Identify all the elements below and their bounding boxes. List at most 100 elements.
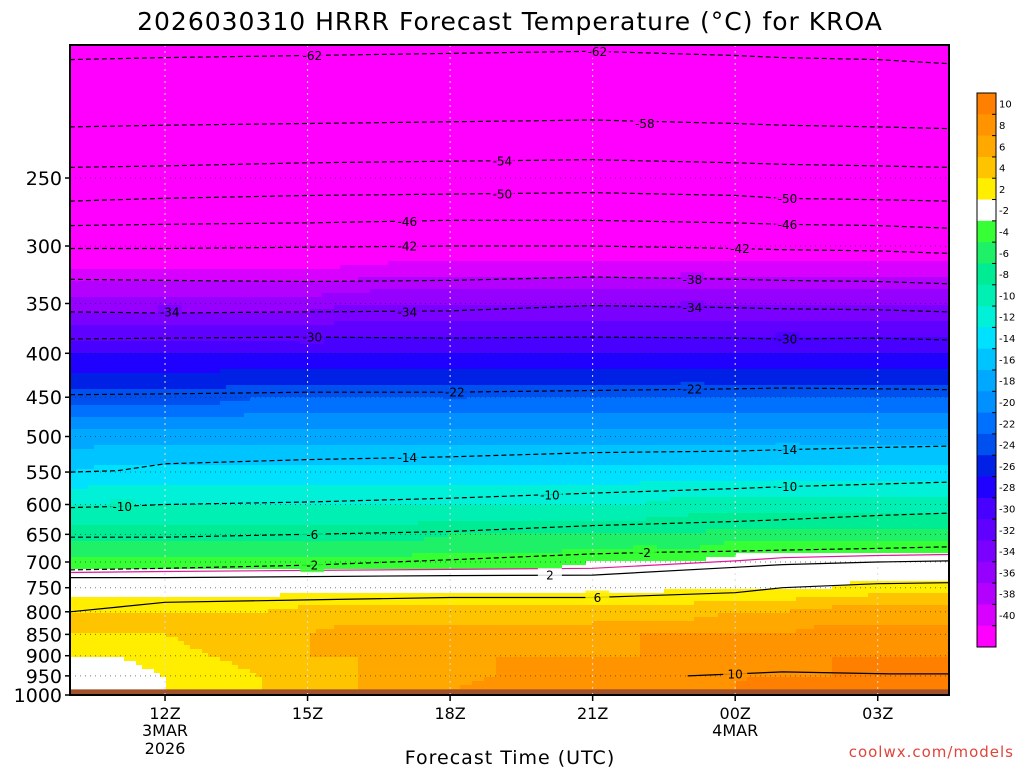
temperature-cell: [676, 129, 683, 134]
temperature-cell: [826, 93, 833, 98]
temperature-cell: [868, 149, 875, 154]
temperature-cell: [424, 125, 431, 130]
temperature-cell: [202, 61, 209, 66]
temperature-cell: [466, 73, 473, 78]
temperature-cell: [478, 113, 485, 118]
temperature-cell: [808, 113, 815, 118]
temperature-cell: [862, 73, 869, 78]
temperature-cell: [610, 53, 617, 58]
temperature-cell: [388, 81, 395, 86]
temperature-cell: [160, 89, 167, 94]
temperature-cell: [586, 61, 593, 66]
temperature-cell: [706, 125, 713, 130]
temperature-cell: [580, 137, 587, 142]
temperature-cell: [148, 157, 155, 162]
temperature-cell: [400, 89, 407, 94]
temperature-cell: [922, 89, 929, 94]
temperature-cell: [178, 173, 185, 178]
temperature-cell: [418, 121, 425, 126]
temperature-cell: [778, 61, 785, 66]
temperature-cell: [358, 161, 365, 166]
temperature-cell: [808, 153, 815, 158]
temperature-cell: [214, 57, 221, 62]
temperature-cell: [190, 121, 197, 126]
temperature-cell: [136, 165, 143, 170]
temperature-cell: [136, 57, 143, 62]
temperature-cell: [184, 45, 191, 50]
temperature-cell: [268, 113, 275, 118]
temperature-cell: [130, 153, 137, 158]
temperature-cell: [520, 129, 527, 134]
temperature-cell: [682, 161, 689, 166]
temperature-cell: [652, 57, 659, 62]
temperature-cell: [700, 101, 707, 106]
temperature-cell: [598, 61, 605, 66]
temperature-cell: [268, 49, 275, 54]
temperature-cell: [610, 57, 617, 62]
temperature-cell: [190, 61, 197, 66]
temperature-cell: [712, 153, 719, 158]
temperature-cell: [358, 165, 365, 170]
temperature-cell: [544, 161, 551, 166]
temperature-cell: [652, 61, 659, 66]
temperature-cell: [148, 97, 155, 102]
temperature-cell: [472, 121, 479, 126]
temperature-cell: [562, 85, 569, 90]
temperature-cell: [616, 129, 623, 134]
temperature-cell: [124, 169, 131, 174]
temperature-cell: [322, 49, 329, 54]
temperature-cell: [214, 129, 221, 134]
temperature-cell: [670, 137, 677, 142]
temperature-cell: [448, 81, 455, 86]
temperature-cell: [268, 101, 275, 106]
temperature-cell: [304, 113, 311, 118]
temperature-cell: [274, 177, 281, 182]
temperature-cell: [766, 77, 773, 82]
temperature-cell: [436, 149, 443, 154]
temperature-cell: [790, 109, 797, 114]
temperature-cell: [454, 53, 461, 58]
temperature-cell: [202, 65, 209, 70]
temperature-cell: [622, 129, 629, 134]
temperature-cell: [160, 165, 167, 170]
temperature-cell: [424, 137, 431, 142]
temperature-cell: [772, 121, 779, 126]
temperature-cell: [94, 93, 101, 98]
temperature-cell: [70, 73, 77, 78]
temperature-cell: [574, 61, 581, 66]
temperature-cell: [778, 89, 785, 94]
temperature-cell: [406, 81, 413, 86]
temperature-cell: [568, 161, 575, 166]
temperature-cell: [412, 93, 419, 98]
temperature-cell: [454, 49, 461, 54]
temperature-cell: [622, 97, 629, 102]
temperature-cell: [604, 153, 611, 158]
temperature-cell: [514, 125, 521, 130]
temperature-cell: [442, 105, 449, 110]
temperature-cell: [904, 89, 911, 94]
temperature-cell: [346, 53, 353, 58]
temperature-cell: [916, 129, 923, 134]
temperature-cell: [922, 141, 929, 146]
temperature-cell: [352, 141, 359, 146]
temperature-cell: [112, 145, 119, 150]
temperature-cell: [688, 129, 695, 134]
temperature-cell: [880, 89, 887, 94]
temperature-cell: [562, 57, 569, 62]
temperature-cell: [652, 45, 659, 50]
temperature-cell: [214, 161, 221, 166]
temperature-cell: [190, 93, 197, 98]
temperature-cell: [262, 53, 269, 58]
temperature-cell: [160, 97, 167, 102]
temperature-cell: [496, 77, 503, 82]
temperature-cell: [730, 113, 737, 118]
temperature-cell: [922, 93, 929, 98]
temperature-cell: [658, 81, 665, 86]
temperature-cell: [754, 65, 761, 70]
temperature-cell: [844, 129, 851, 134]
temperature-cell: [556, 105, 563, 110]
temperature-cell: [340, 81, 347, 86]
temperature-cell: [640, 161, 647, 166]
temperature-cell: [406, 169, 413, 174]
temperature-cell: [562, 45, 569, 50]
